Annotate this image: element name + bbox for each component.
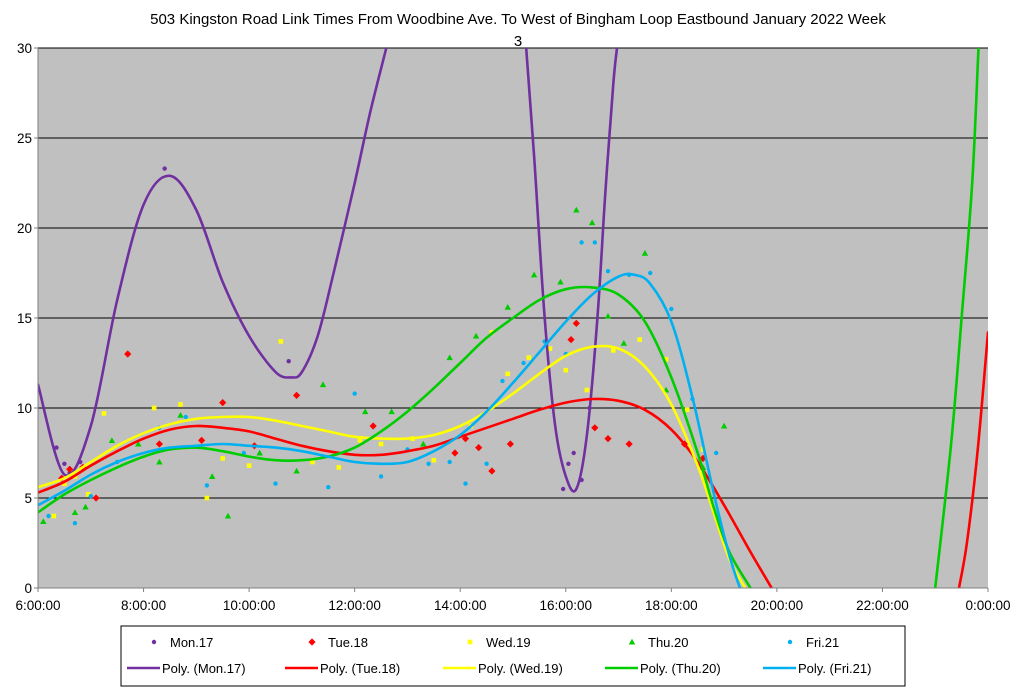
y-tick-label: 10 <box>17 401 32 416</box>
data-point-wed19 <box>247 463 252 468</box>
data-point-wed19 <box>585 388 590 393</box>
data-point-fri21 <box>184 415 188 419</box>
plot-area: 0 5 10 15 20 25 30 6:00:00 8:00:00 10:00:00 12:00:… <box>15 41 1010 613</box>
data-point-fri21 <box>579 240 583 244</box>
data-point-fri21 <box>46 514 50 518</box>
y-tick-label: 30 <box>17 41 32 56</box>
data-point-wed19 <box>152 406 157 411</box>
data-point-mon17 <box>561 487 565 491</box>
x-tick-label: 18:00:00 <box>645 598 698 613</box>
legend-trend-label-wed19: Poly. (Wed.19) <box>478 661 563 676</box>
data-point-fri21 <box>484 462 488 466</box>
legend-marker-wed19 <box>468 640 473 645</box>
legend: Mon.17 Poly. (Mon.17) Tue.18 Poly. (Tue.18)… <box>121 626 905 686</box>
data-point-wed19 <box>563 368 568 373</box>
x-tick-label: 8:00:00 <box>121 598 166 613</box>
y-tick-label: 20 <box>17 221 32 236</box>
legend-label-thu20: Thu.20 <box>648 635 688 650</box>
legend-trend-label-fri21: Poly. (Fri.21) <box>798 661 871 676</box>
legend-label-mon17: Mon.17 <box>170 635 213 650</box>
data-point-wed19 <box>220 456 225 461</box>
legend-trend-label-tue18: Poly. (Tue.18) <box>320 661 400 676</box>
legend-trend-label-mon17: Poly. (Mon.17) <box>162 661 246 676</box>
data-point-wed19 <box>432 458 437 463</box>
legend-marker-fri21 <box>788 640 792 644</box>
data-point-fri21 <box>714 451 718 455</box>
y-tick-label: 25 <box>17 131 32 146</box>
chart-title-line1: 503 Kingston Road Link Times From Woodbi… <box>150 11 886 28</box>
data-point-wed19 <box>611 348 616 353</box>
y-tick-label: 0 <box>24 581 32 596</box>
legend-marker-mon17 <box>152 640 156 644</box>
data-point-wed19 <box>205 496 210 501</box>
data-point-fri21 <box>447 460 451 464</box>
x-tick-label: 6:00:00 <box>15 598 60 613</box>
data-point-mon17 <box>566 462 570 466</box>
x-tick-label: 16:00:00 <box>539 598 592 613</box>
data-point-mon17 <box>162 166 166 170</box>
legend-label-wed19: Wed.19 <box>486 635 531 650</box>
data-point-fri21 <box>205 483 209 487</box>
data-point-mon17 <box>571 451 575 455</box>
data-point-wed19 <box>178 402 183 407</box>
data-point-fri21 <box>463 481 467 485</box>
legend-label-fri21: Fri.21 <box>806 635 839 650</box>
data-point-mon17 <box>286 359 290 363</box>
data-point-fri21 <box>606 269 610 273</box>
data-point-wed19 <box>505 372 510 377</box>
data-point-fri21 <box>89 494 93 498</box>
x-tick-label: 14:00:00 <box>434 598 487 613</box>
x-tick-label: 12:00:00 <box>328 598 381 613</box>
data-point-wed19 <box>52 514 57 519</box>
x-tick-label: 10:00:00 <box>223 598 276 613</box>
data-point-wed19 <box>337 465 342 470</box>
chart-title-line2: 3 <box>514 33 522 50</box>
y-tick-label: 15 <box>17 311 32 326</box>
data-point-fri21 <box>648 271 652 275</box>
data-point-fri21 <box>669 307 673 311</box>
data-point-fri21 <box>326 485 330 489</box>
data-point-fri21 <box>379 474 383 478</box>
data-point-wed19 <box>637 337 642 342</box>
data-point-fri21 <box>73 521 77 525</box>
data-point-fri21 <box>521 361 525 365</box>
legend-label-tue18: Tue.18 <box>328 635 368 650</box>
data-point-wed19 <box>685 408 690 413</box>
data-point-fri21 <box>352 391 356 395</box>
x-tick-label: 0:00:00 <box>965 598 1010 613</box>
x-tick-label: 22:00:00 <box>856 598 909 613</box>
data-point-wed19 <box>102 411 107 416</box>
data-point-fri21 <box>426 462 430 466</box>
data-point-fri21 <box>273 481 277 485</box>
x-tick-label: 20:00:00 <box>751 598 804 613</box>
data-point-wed19 <box>527 355 532 360</box>
data-point-mon17 <box>62 462 66 466</box>
data-point-fri21 <box>593 240 597 244</box>
data-point-fri21 <box>500 379 504 383</box>
legend-trend-label-thu20: Poly. (Thu.20) <box>640 661 721 676</box>
y-tick-label: 5 <box>24 491 32 506</box>
data-point-wed19 <box>278 339 283 344</box>
data-point-wed19 <box>379 442 384 447</box>
